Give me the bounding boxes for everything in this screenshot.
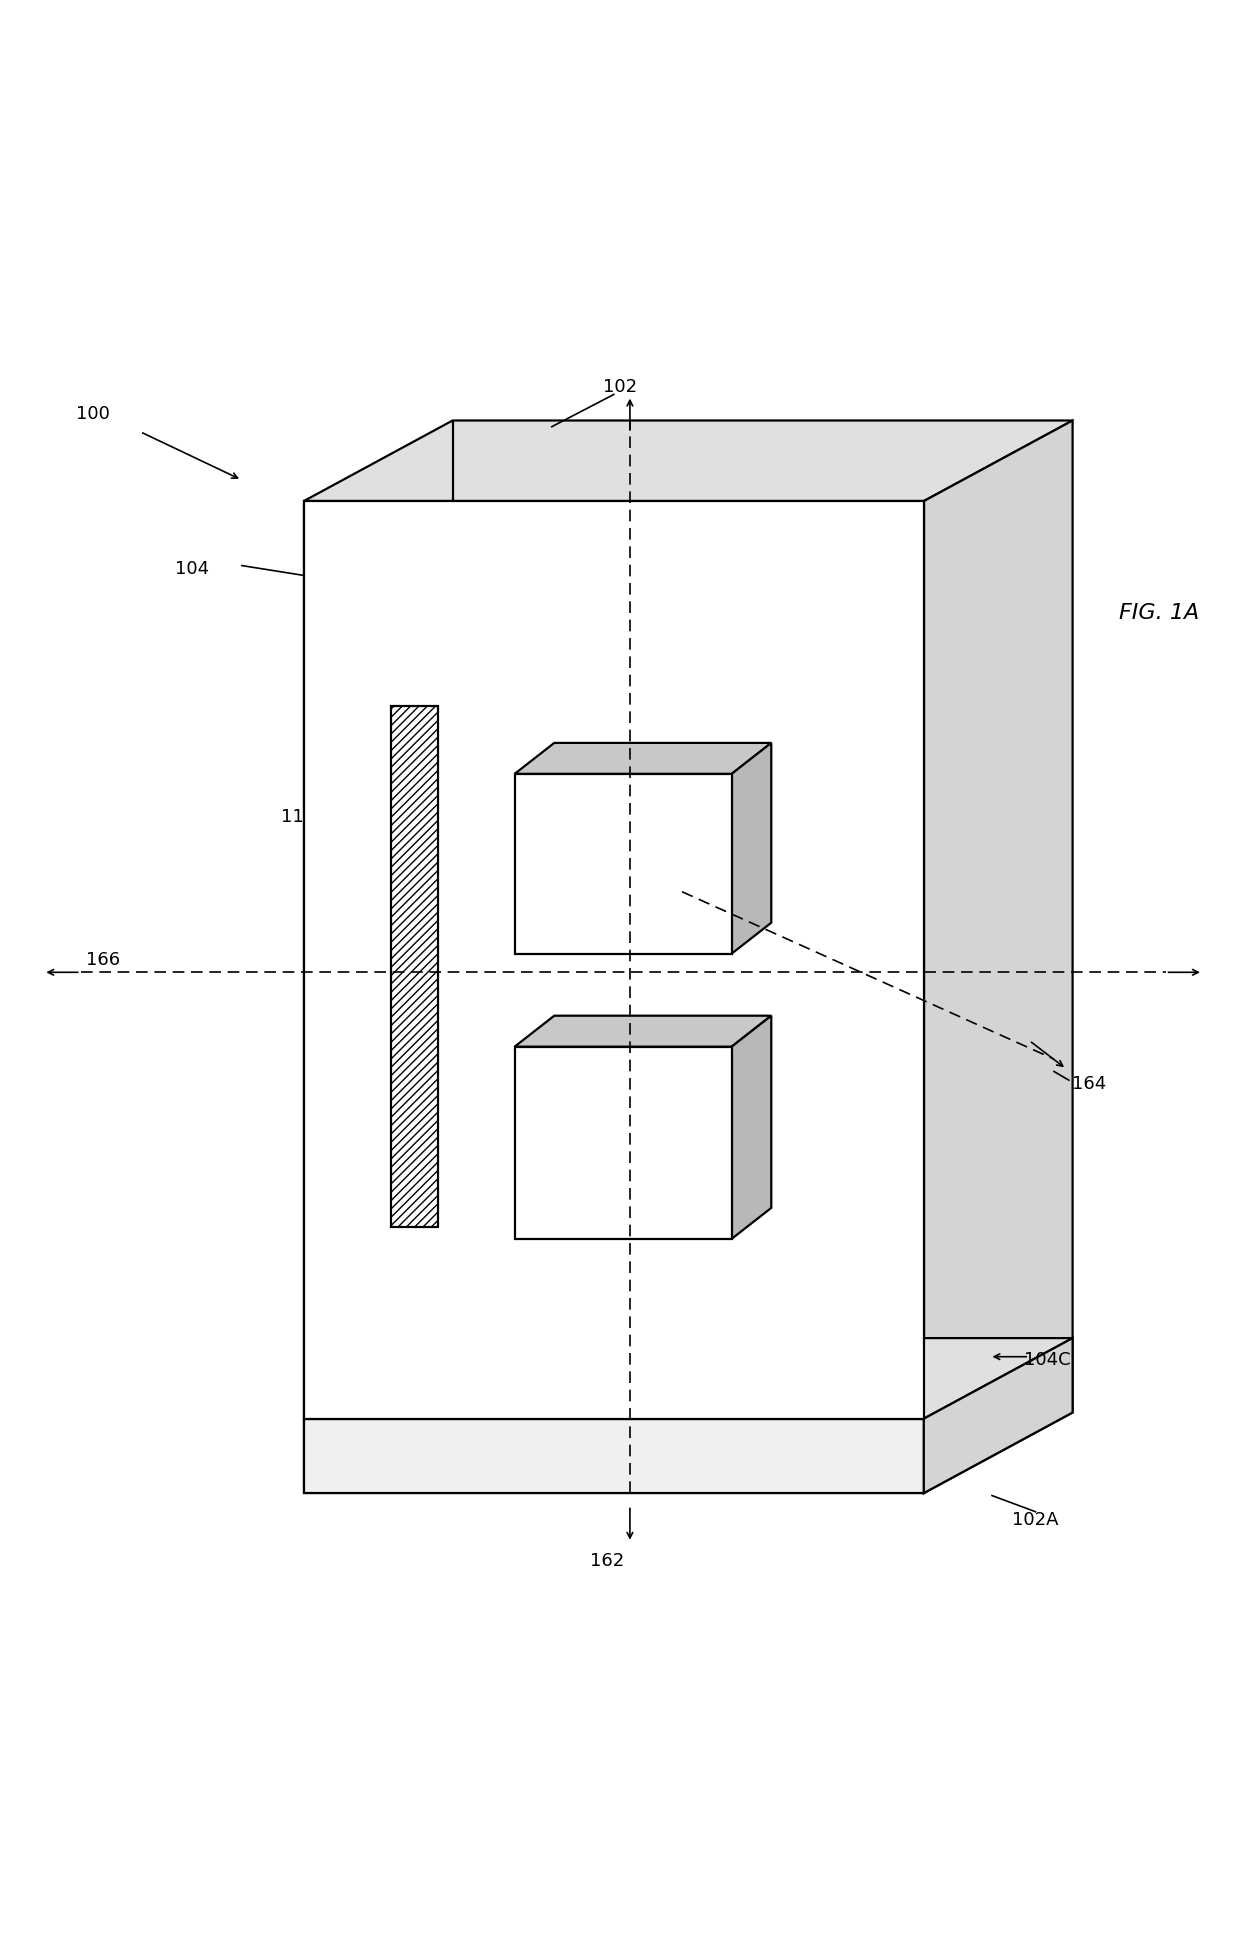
Text: 100: 100 <box>76 405 110 423</box>
Polygon shape <box>304 1339 1073 1419</box>
Bar <box>391 706 438 1227</box>
Text: 102: 102 <box>603 378 637 395</box>
Polygon shape <box>515 773 732 953</box>
Polygon shape <box>924 421 1073 1493</box>
Text: 102A: 102A <box>1012 1511 1059 1528</box>
Polygon shape <box>304 501 924 1493</box>
Text: 164: 164 <box>1071 1074 1106 1092</box>
Polygon shape <box>732 744 771 953</box>
Text: 104C: 104C <box>1024 1352 1071 1370</box>
Text: 162: 162 <box>590 1552 625 1570</box>
Polygon shape <box>732 1016 771 1239</box>
Polygon shape <box>515 1016 771 1047</box>
Text: 108: 108 <box>516 746 551 765</box>
Text: 105: 105 <box>342 1405 377 1425</box>
Text: FIG. 1A: FIG. 1A <box>1120 603 1199 622</box>
Polygon shape <box>515 744 771 773</box>
Text: 110: 110 <box>280 808 315 826</box>
Polygon shape <box>515 1047 732 1239</box>
Polygon shape <box>304 421 1073 501</box>
Polygon shape <box>304 501 924 1419</box>
Text: 106: 106 <box>534 1006 569 1025</box>
Text: 104A: 104A <box>565 1368 613 1388</box>
Polygon shape <box>924 1339 1073 1493</box>
Text: 166: 166 <box>86 951 120 969</box>
Text: 104B: 104B <box>801 634 848 654</box>
Text: 104: 104 <box>175 560 210 579</box>
Polygon shape <box>304 1419 924 1493</box>
